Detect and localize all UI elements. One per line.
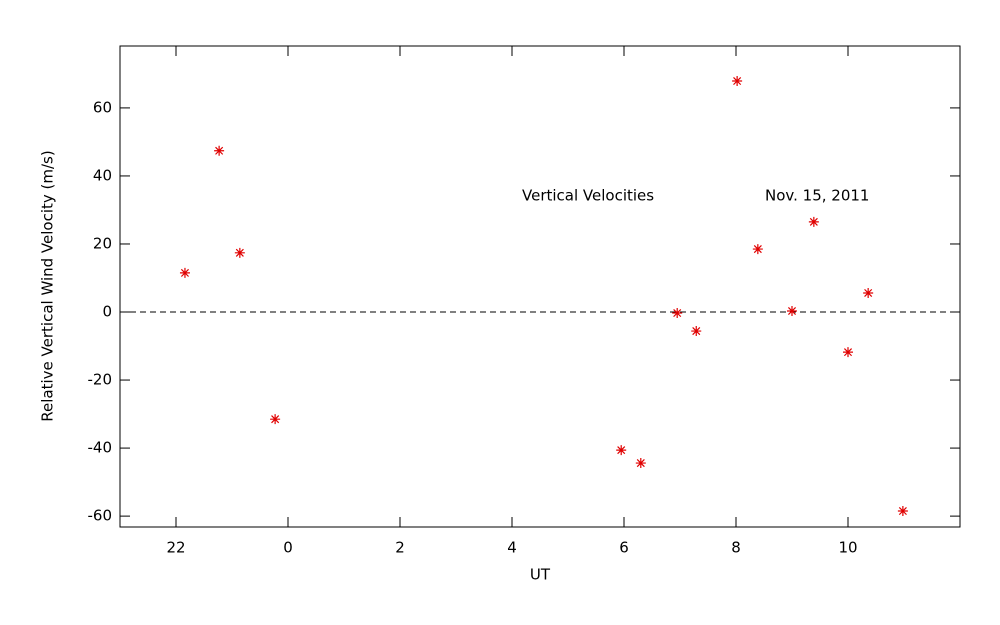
y-tick-label: 40	[93, 166, 112, 184]
data-point	[897, 506, 908, 517]
x-tick-label: 10	[838, 539, 857, 557]
x-tick-label: 0	[283, 539, 293, 557]
annotation: Vertical Velocities	[522, 187, 654, 205]
data-point	[732, 76, 743, 87]
y-tick-label: 60	[93, 98, 112, 116]
y-tick-label: 0	[102, 303, 112, 321]
x-tick-label: 8	[731, 539, 741, 557]
data-point	[787, 305, 797, 316]
annotation: Nov. 15, 2011	[765, 187, 869, 205]
data-point	[270, 414, 281, 425]
x-tick-label: 4	[507, 539, 517, 557]
plot-frame	[119, 45, 961, 528]
x-axis-label: UT	[530, 566, 551, 584]
y-tick-label: -60	[88, 507, 113, 525]
data-point	[843, 347, 853, 358]
x-tick-label: 6	[619, 539, 629, 557]
x-tick-label: 2	[395, 539, 405, 557]
data-point	[808, 216, 819, 227]
data-point	[691, 326, 702, 337]
data-point	[616, 445, 627, 456]
x-tick-label: 22	[166, 539, 185, 557]
data-point	[214, 145, 225, 156]
data-point	[179, 267, 190, 278]
data-point	[752, 244, 763, 255]
data-point	[234, 247, 245, 258]
y-tick-label: -20	[88, 371, 113, 389]
data-point	[635, 458, 646, 469]
data-point	[863, 287, 874, 298]
y-tick-label: -40	[88, 439, 113, 457]
y-tick-label: 20	[93, 234, 112, 252]
y-axis-label: Relative Vertical Wind Velocity (m/s)	[39, 150, 57, 421]
data-point	[672, 308, 683, 319]
